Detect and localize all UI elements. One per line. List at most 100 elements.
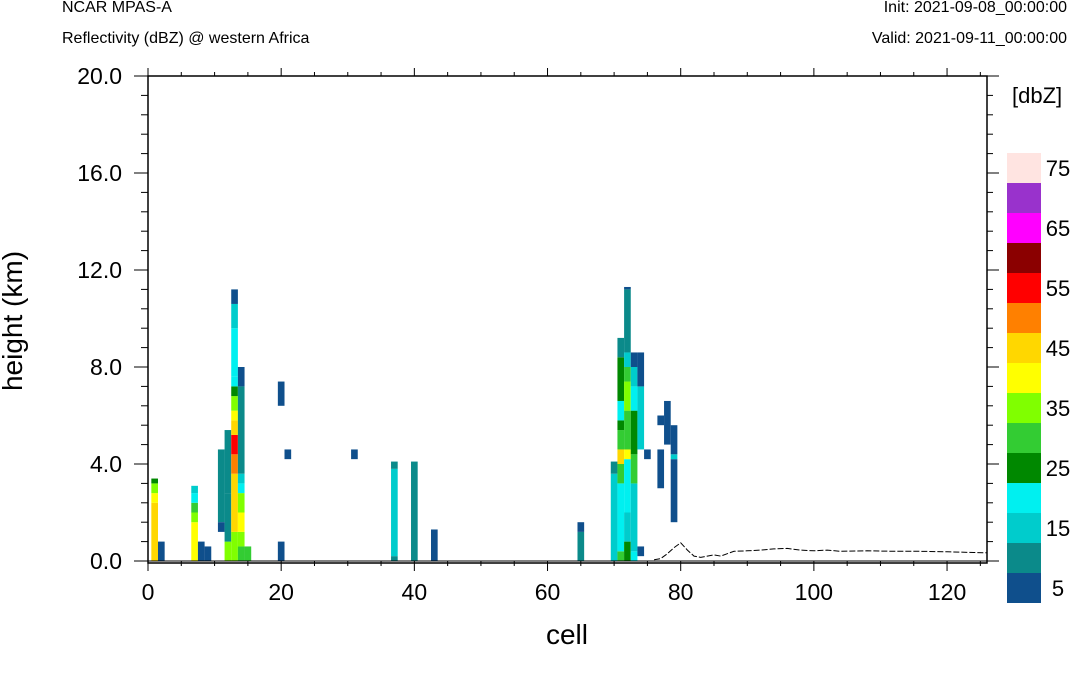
reflectivity-cell: [630, 386, 638, 411]
colorbar-swatch: [1007, 423, 1041, 453]
reflectivity-cell: [231, 396, 238, 411]
reflectivity-cell: [637, 352, 645, 387]
reflectivity-cell: [624, 410, 631, 450]
reflectivity-cell: [670, 425, 678, 455]
reflectivity-cell: [237, 546, 245, 561]
colorbar-label: 55: [1046, 276, 1070, 301]
reflectivity-cell: [231, 454, 238, 474]
reflectivity-cell: [617, 483, 625, 552]
reflectivity-cell: [431, 529, 438, 561]
reflectivity-cell: [624, 289, 631, 353]
plot-frame: [147, 75, 988, 564]
x-tick-label: 120: [928, 579, 966, 605]
reflectivity-cell: [151, 478, 158, 484]
reflectivity-cell: [617, 357, 625, 401]
reflectivity-cell: [630, 454, 638, 484]
reflectivity-cell: [231, 434, 238, 455]
x-tick-label: 20: [268, 579, 294, 605]
reflectivity-cell: [624, 367, 631, 382]
colorbar-label: 25: [1046, 456, 1070, 481]
reflectivity-cell: [617, 464, 625, 484]
reflectivity-cell: [244, 546, 252, 561]
reflectivity-cell: [231, 410, 238, 421]
reflectivity-cell: [577, 531, 585, 561]
reflectivity-cell: [617, 430, 625, 450]
reflectivity-cell: [237, 473, 245, 484]
reflectivity-cell: [231, 531, 238, 561]
reflectivity-cell: [191, 512, 198, 523]
reflectivity-cell: [617, 337, 625, 358]
reflectivity-cell: [391, 461, 398, 469]
colorbar-swatch: [1007, 273, 1041, 303]
y-tick-label: 12.0: [77, 257, 122, 283]
reflectivity-cell: [351, 449, 358, 460]
reflectivity-cell: [617, 551, 625, 561]
reflectivity-cell: [224, 541, 232, 561]
terrain-profile: [654, 542, 988, 561]
reflectivity-cell: [277, 541, 285, 561]
reflectivity-cell: [191, 522, 198, 561]
reflectivity-cell: [657, 449, 665, 489]
reflectivity-cell: [624, 286, 631, 290]
y-tick-label: 4.0: [90, 451, 122, 477]
reflectivity-cell: [191, 493, 198, 503]
colorbar-swatch: [1007, 333, 1041, 363]
reflectivity-cell: [231, 328, 238, 377]
reflectivity-cell: [610, 461, 618, 474]
reflectivity-cell: [224, 430, 232, 494]
reflectivity-cell: [670, 454, 678, 460]
reflectivity-cell: [637, 386, 645, 450]
colorbar-swatch: [1007, 153, 1041, 183]
colorbar-label: 65: [1046, 216, 1070, 241]
reflectivity-cell: [670, 459, 678, 523]
reflectivity-cell: [617, 420, 625, 431]
colorbar-swatch: [1007, 363, 1041, 393]
reflectivity-cell: [231, 420, 238, 435]
reflectivity-cell: [630, 551, 638, 561]
reflectivity-cell: [617, 400, 625, 421]
axis-ticks: 0 20 40 60 80 100 120 0.0 4.0 8.0 12.0 16.0 20.0: [77, 63, 999, 605]
reflectivity-cell: [664, 400, 671, 445]
reflectivity-cell: [624, 449, 631, 460]
reflectivity-cell: [391, 556, 398, 561]
reflectivity-cell: [231, 303, 238, 329]
terrain-line: [654, 542, 988, 561]
colorbar-swatch: [1007, 543, 1041, 573]
reflectivity-cell: [624, 381, 631, 411]
x-tick-label: 80: [668, 579, 694, 605]
reflectivity-cell: [151, 483, 158, 494]
reflectivity-cell: [237, 367, 245, 387]
colorbar-swatch: [1007, 183, 1041, 213]
reflectivity-cell: [237, 531, 245, 547]
init-time: Init: 2021-09-08_00:00:00: [883, 0, 1067, 16]
colorbar-swatch: [1007, 573, 1041, 603]
reflectivity-cell: [277, 381, 285, 406]
reflectivity-cell: [630, 352, 638, 367]
colorbar: 5 15 25 35 45 55 65 75: [1007, 153, 1070, 603]
reflectivity-cell: [577, 522, 585, 532]
reflectivity-cell: [411, 461, 418, 561]
x-tick-label: 0: [142, 579, 155, 605]
reflectivity-cell: [217, 522, 225, 532]
colorbar-unit: [dbZ]: [1012, 83, 1062, 108]
reflectivity-cell: [231, 289, 238, 304]
colorbar-swatch: [1007, 243, 1041, 273]
reflectivity-cell: [197, 541, 205, 561]
reflectivity-cell: [157, 541, 165, 561]
colorbar-swatch: [1007, 453, 1041, 483]
reflectivity-cell: [624, 541, 631, 561]
y-tick-label: 8.0: [90, 354, 122, 380]
reflectivity-cell: [284, 449, 292, 460]
reflectivity-cell: [617, 449, 625, 464]
reflectivity-cell: [391, 468, 398, 557]
reflectivity-cell: [657, 415, 665, 426]
reflectivity-cell: [191, 485, 198, 494]
y-axis-title: height (km): [0, 251, 28, 391]
reflectivity-cell: [151, 493, 158, 503]
y-tick-label: 0.0: [90, 548, 122, 574]
colorbar-label: 35: [1046, 396, 1070, 421]
colorbar-label: 5: [1052, 576, 1064, 601]
reflectivity-cell: [231, 473, 238, 532]
reflectivity-cell: [637, 546, 645, 557]
